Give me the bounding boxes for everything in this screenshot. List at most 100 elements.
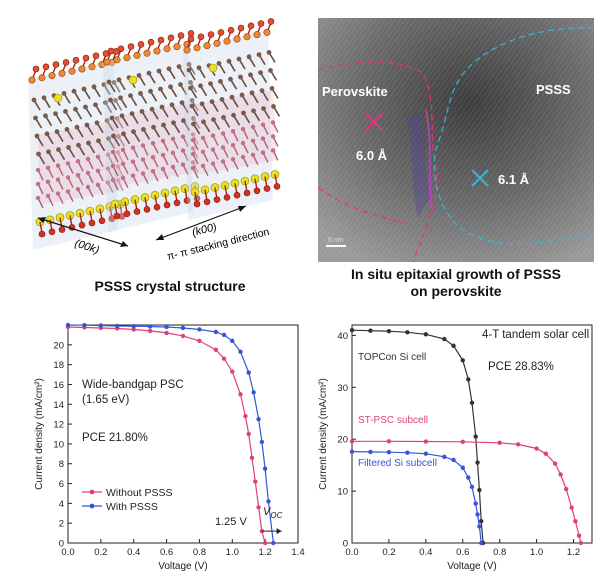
data-point [246, 431, 251, 437]
oxygen-atom [243, 189, 251, 197]
perovskite-d-spacing: 6.0 Å [356, 148, 388, 163]
carbon-atom [196, 65, 202, 71]
crystal-structure-illustration: (00k) (k00)π- π stacking direction [28, 18, 281, 263]
series-label-topcon: TOPCon Si cell [358, 352, 426, 363]
atom [170, 150, 176, 155]
data-point [543, 451, 549, 456]
data-point [271, 540, 276, 546]
atom [110, 149, 116, 155]
data-point [569, 505, 574, 510]
data-point [131, 327, 136, 332]
carbon-atom [91, 84, 97, 90]
atom [65, 161, 71, 166]
atom [110, 177, 116, 183]
x-tick-label: 0.6 [160, 547, 173, 558]
legend-label: Without PSSS [106, 487, 173, 499]
carbon-atom [121, 131, 126, 137]
carbon-atom [271, 104, 276, 109]
oxygen-atom [117, 45, 125, 53]
carbon-atom [94, 120, 100, 126]
atom [120, 161, 126, 166]
carbon-atom [118, 95, 123, 101]
atom [95, 182, 101, 187]
x-tick-label: 1.2 [259, 547, 272, 558]
crystal-structure-caption: PSSS crystal structure [94, 278, 246, 294]
carbon-atom [199, 101, 205, 107]
atom [35, 181, 41, 187]
jv-chart-2-svg: 0.0 0.2 0.4 0.6 0.8 1.0 1.2 0 10 20 30 40 Voltage (V… [318, 324, 593, 572]
carbon-atom [146, 70, 152, 76]
atom [45, 165, 51, 170]
oxygen-atom [153, 203, 161, 211]
oxygen-atom [267, 18, 275, 25]
tem-image-panel: Perovskite PSSS 6.0 Å 6.1 Å 5 nm [318, 18, 594, 262]
y-axis-label: Current density (mA/cm²) [34, 378, 45, 490]
carbon-atom [181, 118, 186, 123]
y-tick-label: 16 [53, 380, 64, 391]
data-point [243, 413, 248, 419]
data-point [256, 505, 261, 510]
atom [260, 122, 266, 127]
data-point [460, 358, 465, 363]
atom [163, 45, 171, 53]
data-point [180, 333, 186, 339]
oxygen-atom [38, 230, 46, 238]
y-tick-label: 4 [59, 499, 64, 510]
x-tick-label: 0.8 [193, 547, 206, 558]
carbon-atom [159, 104, 165, 110]
x-tick-label: 0.2 [94, 547, 107, 558]
carbon-atom [131, 129, 136, 134]
arrow-k00 [155, 205, 247, 241]
carbon-atom [168, 84, 173, 90]
carbon-atom [171, 120, 176, 126]
atom [180, 134, 186, 139]
carbon-atom [179, 100, 185, 105]
data-point [164, 330, 169, 336]
y-tick-label: 40 [337, 331, 348, 342]
oxygen-atom [98, 217, 106, 225]
carbon-atom [86, 140, 91, 146]
carbon-atom [138, 91, 143, 96]
carbon-atom [211, 117, 216, 122]
carbon-atom [201, 119, 206, 125]
carbon-atom [103, 100, 108, 105]
atom [183, 46, 191, 54]
atom [105, 152, 111, 157]
atom [240, 140, 246, 146]
data-point [558, 472, 563, 477]
carbon-atom [129, 111, 135, 116]
atom [45, 193, 51, 198]
atom [220, 145, 226, 150]
carbon-atom [188, 80, 193, 85]
data-point [349, 439, 355, 444]
data-point [180, 325, 186, 331]
carbon-atom [176, 64, 182, 69]
carbon-atom [268, 68, 273, 73]
legend-marker [89, 489, 95, 495]
atom [68, 67, 76, 75]
sulfur-atom [208, 63, 218, 73]
atom [85, 170, 91, 176]
jv-chart-wide-bandgap: 0.0 0.2 0.4 0.6 0.8 1.0 1.2 1.4 0 2 4 6 8 10 12 14 16 18 2… [0, 310, 310, 582]
carbon-atom [93, 102, 98, 108]
data-point [213, 347, 219, 352]
crystal-slab [28, 48, 126, 250]
data-point [230, 338, 235, 344]
carbon-atom [109, 115, 115, 121]
x-tick-label: 0.2 [382, 547, 395, 558]
atom [200, 149, 206, 154]
carbon-atom [216, 61, 222, 66]
x-tick-label: 1.0 [530, 547, 543, 558]
atom [95, 168, 101, 173]
data-point [221, 356, 227, 361]
oxygen-atom [107, 47, 115, 55]
x-tick-label: 0.0 [345, 547, 358, 558]
oxygen-atom [197, 33, 205, 41]
data-point [460, 465, 465, 470]
annotation-bandgap: (1.65 eV) [82, 394, 129, 406]
tem-caption: In situ epitaxial growth of PSSS on pero… [318, 266, 594, 300]
oxygen-atom [163, 201, 171, 209]
data-point [213, 329, 219, 335]
atom [130, 159, 136, 164]
perovskite-marker [365, 113, 383, 131]
